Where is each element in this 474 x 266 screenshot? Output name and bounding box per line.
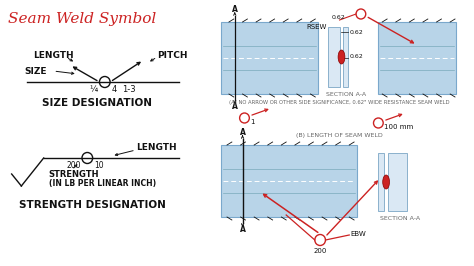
Ellipse shape xyxy=(383,175,390,189)
Text: 200: 200 xyxy=(313,248,327,254)
Text: SECTION A-A: SECTION A-A xyxy=(326,92,366,97)
Text: 1: 1 xyxy=(250,119,255,125)
Text: RSEW: RSEW xyxy=(307,24,327,30)
Text: 200: 200 xyxy=(66,161,81,170)
Text: LENGTH: LENGTH xyxy=(136,143,176,152)
Text: 10: 10 xyxy=(94,161,104,170)
Bar xyxy=(328,27,339,87)
Text: SECTION A-A: SECTION A-A xyxy=(380,216,420,221)
Text: 0.62: 0.62 xyxy=(349,30,363,35)
Text: A: A xyxy=(232,5,238,14)
Bar xyxy=(378,153,384,211)
Text: LENGTH: LENGTH xyxy=(33,51,73,60)
Text: ¼: ¼ xyxy=(90,85,98,94)
Bar xyxy=(344,27,348,87)
Text: SIZE: SIZE xyxy=(24,66,47,76)
Text: (IN LB PER LINEAR INCH): (IN LB PER LINEAR INCH) xyxy=(48,179,155,188)
Text: SIZE DESIGNATION: SIZE DESIGNATION xyxy=(42,98,152,108)
Text: 100 mm: 100 mm xyxy=(384,124,413,130)
Bar xyxy=(388,153,408,211)
Bar xyxy=(378,22,456,94)
Ellipse shape xyxy=(338,50,345,64)
Text: PITCH: PITCH xyxy=(157,51,188,60)
Text: EBW: EBW xyxy=(350,231,366,237)
Text: 4: 4 xyxy=(111,85,117,94)
Bar xyxy=(221,22,318,94)
Text: (A) NO ARROW OR OTHER SIDE SIGNIFICANCE, 0.62" WIDE RESISTANCE SEAM WELD: (A) NO ARROW OR OTHER SIDE SIGNIFICANCE,… xyxy=(229,100,450,105)
Text: Seam Weld Symbol: Seam Weld Symbol xyxy=(8,12,156,26)
Text: A: A xyxy=(232,102,238,111)
Text: 0.62: 0.62 xyxy=(349,54,363,59)
Text: 1-3: 1-3 xyxy=(122,85,136,94)
Text: 0.62: 0.62 xyxy=(332,15,346,20)
Text: A: A xyxy=(239,128,246,137)
Text: STRENGTH DESIGNATION: STRENGTH DESIGNATION xyxy=(19,200,165,210)
Text: (B) LENGTH OF SEAM WELD: (B) LENGTH OF SEAM WELD xyxy=(296,133,383,138)
Text: A: A xyxy=(239,225,246,234)
Text: STRENGTH: STRENGTH xyxy=(48,170,99,179)
Bar xyxy=(221,145,357,217)
